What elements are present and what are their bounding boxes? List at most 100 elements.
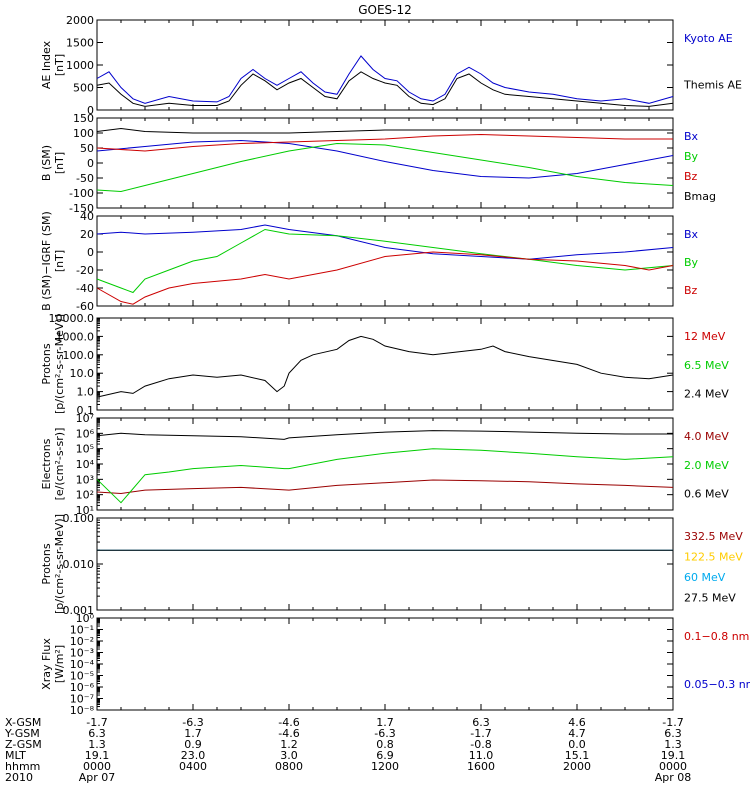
x-axis-value: 0000 [83,760,111,773]
x-axis-value: Apr 08 [655,771,692,784]
x-axis-value: -1.7 [470,727,491,740]
y-tick-label: 0.100 [63,512,95,525]
x-axis-value: -6.3 [182,716,203,729]
y-tick-label: -60 [76,300,94,313]
y-tick-label: 10⁻⁵ [70,670,94,683]
legend-entry: 122.5 MeV [684,551,743,564]
y-tick-label: -50 [76,172,94,185]
y-tick-label: 100 [73,127,94,140]
y-tick-label: 100.0 [63,349,95,362]
series-line-3-2 [96,228,674,294]
y-tick-label: 150 [73,112,94,125]
y-tick-label: 1000.0 [56,330,95,343]
legend-entry: 6.5 MeV [684,359,729,372]
y-tick-label: 10⁻² [70,635,94,648]
legend-entry: 27.5 MeV [684,592,736,605]
legend-entry: Kyoto AE [684,32,733,45]
legend-entry: 60 MeV [684,571,726,584]
x-axis-value: 1.2 [280,738,298,751]
y-tick-label: -20 [76,264,94,277]
x-axis-value: 4.6 [568,716,586,729]
y-axis-label: [nT] [53,250,66,272]
series-line-5-3 [96,430,673,440]
y-axis-label: [nT] [53,152,66,174]
panel-3: -60 -40 -20 0 20 40 B (SM)−IGRF (SM) [nT] Bx By Bz [40,210,699,313]
legend-entry: Bmag [684,190,716,203]
x-axis-value: 2000 [563,760,591,773]
y-tick-label: 20 [80,228,94,241]
x-axis-value: 19.1 [85,749,110,762]
y-tick-label: 10⁻⁸ [70,704,95,717]
y-tick-label: 10⁻⁶ [70,681,95,694]
legend-entry: Bz [684,170,698,183]
panel-1: 0 500 1000 1500 2000 AE Index [nT] Kyoto AE Them… [40,14,742,117]
x-axis-annotations: X-GSM -1.7 -6.3 -4.6 1.7 6.3 4.6 -1.7Y-GSM 6.3 1.… [4,716,691,784]
legend-entry: 2.0 MeV [684,459,729,472]
y-tick-label: 0 [87,246,94,259]
x-axis-value: 1.7 [376,716,394,729]
panel-4: 0.1 1.0 10.0 100.0 1000.0 10000.0 Protons [p/(c… [40,312,729,417]
legend-entry: Bz [684,284,698,297]
series-line-4-3 [96,335,674,398]
y-tick-label: 10¹ [76,504,94,517]
chart-title: GOES-12 [358,3,412,17]
series-line-2-1 [96,139,674,179]
y-tick-label: 10³ [76,473,94,486]
x-axis-value: 15.1 [565,749,590,762]
x-axis-value: 1600 [467,760,495,773]
panel-frame [96,317,674,411]
legend-entry: 332.5 MeV [684,530,743,543]
y-tick-label: 10.0 [70,367,95,380]
x-axis-value: -4.6 [278,727,299,740]
y-axis-label: AE Index [40,40,53,89]
x-axis-value: -0.8 [470,738,491,751]
y-axis-label: [W/m²] [53,645,66,683]
y-axis-label: [p/(cm²-s-sr-MeV)] [53,314,66,414]
legend-entry: By [684,150,699,163]
x-axis-row-label: X-GSM [5,716,41,729]
y-axis-label: [nT] [53,54,66,76]
y-tick-label: 0 [87,157,94,170]
y-axis-label: Protons [40,543,53,584]
series-line-3-1 [96,224,674,260]
y-tick-label: 10⁻⁴ [70,658,95,671]
y-tick-label: 50 [80,142,94,155]
y-tick-label: -150 [69,202,94,215]
panel-frame [96,19,674,111]
y-tick-label: 10⁻¹ [70,624,94,637]
legend-entry: By [684,256,699,269]
panel-5: 10¹ 10² 10³ 10⁴ 10⁵ 10⁶ 10⁷ Electrons [e/(cm²-s-… [40,412,729,517]
y-tick-label: 2000 [66,14,94,27]
series-line-5-2 [96,448,674,504]
x-axis-value: -1.7 [86,716,107,729]
y-tick-label: 10⁻³ [70,647,94,660]
x-axis-value: 6.3 [664,727,682,740]
y-tick-label: 40 [80,210,94,223]
x-axis-value: 1.3 [664,738,682,751]
x-axis-value: 0000 [659,760,687,773]
y-tick-label: 10⁶ [76,427,95,440]
x-axis-value: 3.0 [280,749,298,762]
y-tick-label: 1500 [66,37,94,50]
x-axis-value: 6.3 [88,727,106,740]
x-axis-value: -6.3 [374,727,395,740]
x-axis-value: 11.0 [469,749,494,762]
series-line-1-1 [96,55,674,104]
y-tick-label: 10² [76,489,94,502]
legend-entry: 0.6 MeV [684,488,729,501]
legend-entry: 4.0 MeV [684,430,729,443]
x-axis-row-label: 2010 [5,771,33,784]
panel-2: -150 -100 -50 0 50 100 150 B (SM) [nT] Bx By Bz Bmag [40,112,716,215]
y-axis-label: [p/(cm²-s-sr-MeV)] [53,514,66,614]
y-axis-label: B (SM) [40,145,53,181]
y-tick-label: 10⁻⁷ [70,693,94,706]
y-tick-label: 10⁵ [76,443,94,456]
legend-entry: 12 MeV [684,330,726,343]
x-axis-row-label: MLT [5,749,26,762]
y-tick-label: -40 [76,282,94,295]
x-axis-value: 0.8 [376,738,394,751]
y-axis-label: Electrons [40,438,53,489]
y-tick-label: 500 [73,82,94,95]
